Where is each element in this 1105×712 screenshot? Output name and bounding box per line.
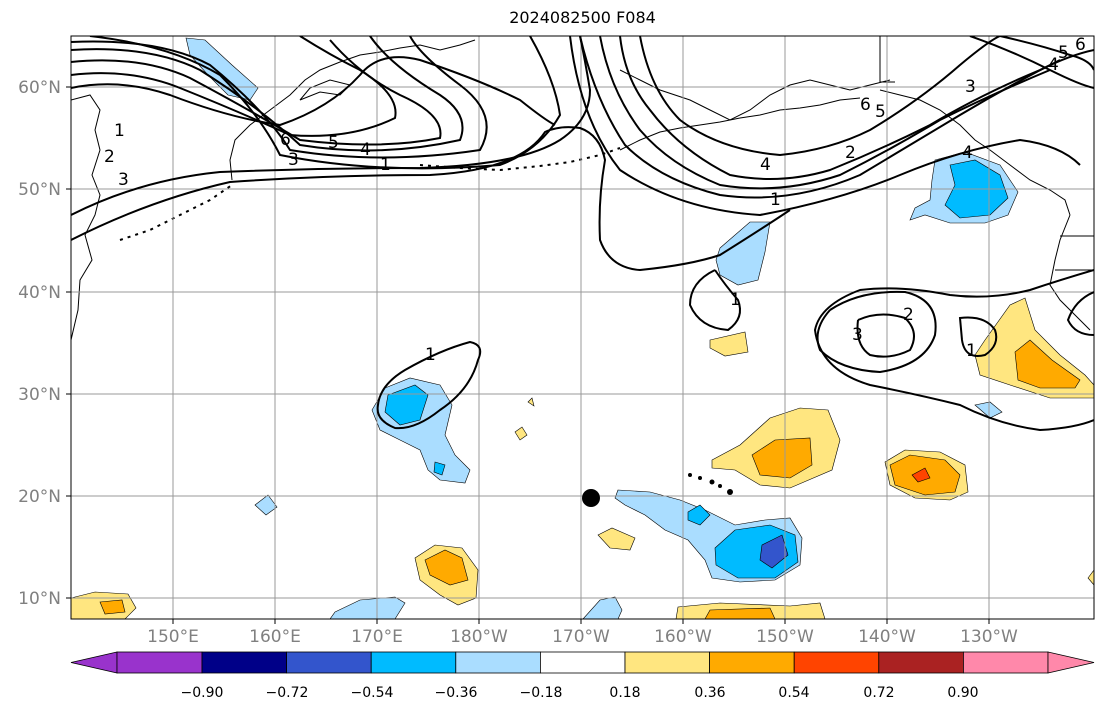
lon-label: 150°W: [756, 627, 814, 647]
contour-label: 4: [1048, 55, 1059, 75]
positive-anomaly-patch: [709, 331, 749, 357]
lat-label: 50°N: [18, 180, 61, 200]
contour-labels: 1 2 3 4 5 6 1 2 3 4 5 6 1 1 1 2 3 1 4 3 …: [104, 35, 1086, 365]
negative-anomaly-patch: [254, 494, 278, 516]
contour-label: 6: [1075, 35, 1086, 55]
latitude-labels: 60°N 50°N 40°N 30°N 20°N 10°N: [18, 78, 61, 609]
contour-label: 2: [903, 305, 914, 325]
contour-label: 1: [730, 290, 741, 310]
contour-label: 1: [380, 155, 391, 175]
colorbar-bin: [793, 651, 880, 674]
colorbar-tick-label: −0.36: [435, 685, 478, 701]
colorbar: [70, 651, 1095, 674]
positive-anomaly-patch: [597, 527, 636, 551]
colorbar-bin: [540, 651, 626, 674]
hawaiian-islands: [688, 473, 733, 495]
colorbar-bin: [878, 651, 964, 674]
colorbar-tick-label: 0.72: [863, 685, 894, 701]
lat-label: 10°N: [18, 589, 61, 609]
contour-label: 3: [118, 170, 129, 190]
lon-label: 140°W: [858, 627, 916, 647]
map-title: 2024082500 F084: [509, 8, 656, 27]
contour-label: 4: [360, 140, 371, 160]
colorbar-tick-label: 0.18: [609, 685, 640, 701]
shaded-fields: [71, 37, 1094, 619]
lon-label: 170°W: [552, 627, 610, 647]
lat-label: 30°N: [18, 385, 61, 405]
positive-anomaly-patch: [751, 437, 813, 479]
colorbar-bin: [624, 651, 710, 674]
coastlines: [71, 36, 1094, 341]
contour-label: 1: [114, 121, 125, 141]
contour-label: 6: [860, 95, 871, 115]
negative-anomaly-patch: [433, 461, 446, 476]
axis-ticks: [66, 86, 990, 624]
location-marker: [582, 489, 600, 507]
colorbar-tick-label: −0.90: [181, 685, 224, 701]
negative-anomaly-patch: [687, 504, 711, 526]
colorbar-tick-label: −0.54: [351, 685, 394, 701]
negative-anomaly-patch: [384, 384, 429, 426]
lon-label: 170°E: [351, 627, 403, 647]
positive-anomaly-patch: [704, 607, 776, 619]
negative-anomaly-patch: [582, 596, 623, 619]
colorbar-bin: [116, 651, 203, 674]
positive-anomaly-patch: [424, 549, 469, 586]
contour-label: 3: [288, 150, 299, 170]
colorbar-bin: [286, 651, 372, 674]
contour-label: 2: [845, 143, 856, 163]
lon-label: 180°W: [450, 627, 508, 647]
negative-anomaly-patch: [715, 221, 771, 286]
contour-label: 6: [280, 130, 291, 150]
colorbar-extend-min: [70, 651, 118, 674]
colorbar-bin: [201, 651, 287, 674]
positive-anomaly-patch: [527, 397, 535, 407]
positive-anomaly-patch: [1014, 339, 1081, 389]
contour-label: 4: [962, 143, 973, 163]
colorbar-labels: −0.90 −0.72 −0.54 −0.36 −0.18 0.18 0.36 …: [181, 685, 979, 701]
colorbar-tick-label: 0.90: [947, 685, 978, 701]
lat-label: 20°N: [18, 487, 61, 507]
contour-label: 4: [760, 155, 771, 175]
positive-anomaly-patch: [911, 467, 931, 483]
contour-label: 1: [966, 341, 977, 361]
lon-label: 160°W: [654, 627, 712, 647]
contour-lines: [71, 36, 1094, 432]
colorbar-extend-max: [1047, 651, 1095, 674]
colorbar-bin: [455, 651, 541, 674]
negative-anomaly-patch: [759, 534, 789, 569]
lon-label: 130°W: [960, 627, 1018, 647]
contour-label: 3: [852, 325, 863, 345]
colorbar-bin: [370, 651, 457, 674]
longitude-labels: 150°E 160°E 170°E 180°W 170°W 160°W 150°…: [147, 627, 1018, 647]
colorbar-tick-label: −0.18: [520, 685, 563, 701]
contour-label: 1: [425, 345, 436, 365]
contour-label: 3: [965, 77, 976, 97]
positive-anomaly-patch: [514, 426, 528, 441]
contour-label: 5: [328, 133, 339, 153]
colorbar-bin: [709, 651, 795, 674]
contour-label: 2: [104, 147, 115, 167]
colorbar-tick-label: 0.36: [694, 685, 725, 701]
positive-anomaly-patch: [99, 599, 126, 615]
colorbar-tick-label: 0.54: [778, 685, 809, 701]
plot-frame: [70, 35, 1095, 620]
contour-label: 5: [875, 102, 886, 122]
colorbar-bin: [963, 651, 1049, 674]
contour-label: 5: [1058, 43, 1069, 63]
positive-anomaly-patch: [1087, 569, 1094, 586]
lon-label: 160°E: [249, 627, 301, 647]
negative-anomaly-patch: [329, 596, 406, 619]
contour-label: 1: [770, 190, 781, 210]
lat-label: 60°N: [18, 78, 61, 98]
lon-label: 150°E: [147, 627, 199, 647]
lat-label: 40°N: [18, 283, 61, 303]
colorbar-tick-label: −0.72: [266, 685, 309, 701]
plot-area: [71, 36, 1094, 619]
